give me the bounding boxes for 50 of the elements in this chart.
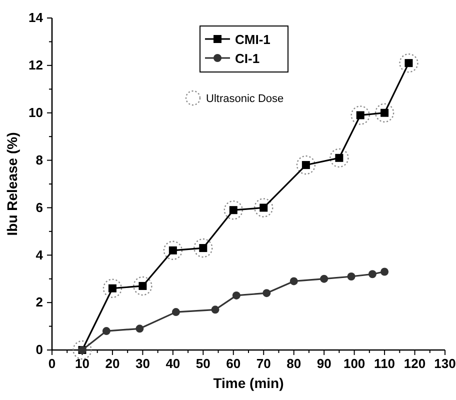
point (380, 268, 389, 276)
point (368, 270, 376, 278)
x-tick-label: 20 (105, 356, 120, 372)
point (72, 340, 92, 360)
y-axis-title: Ibu Release (%) (4, 132, 20, 236)
x-tick-label: 30 (135, 356, 150, 372)
y-tick-label: 10 (28, 105, 43, 120)
point (163, 240, 183, 260)
y-tick-label: 2 (36, 294, 43, 310)
point (320, 274, 328, 283)
point (136, 324, 144, 333)
point (290, 277, 298, 286)
legend-label: CI-1 (235, 51, 260, 66)
x-tick-label: 120 (404, 356, 426, 372)
point (262, 289, 271, 298)
y-tick-label: 0 (36, 342, 43, 358)
point (254, 198, 274, 218)
x-tick-label: 100 (343, 356, 366, 372)
point (330, 148, 349, 168)
point (296, 155, 316, 175)
x-tick-label: 90 (316, 356, 332, 372)
y-tick-label: 8 (36, 152, 43, 168)
point (374, 103, 394, 122)
x-tick-label: 130 (434, 356, 456, 372)
point (399, 53, 418, 73)
point (232, 291, 240, 300)
x-tick-label: 0 (48, 356, 56, 372)
point (350, 106, 370, 125)
point (194, 238, 213, 258)
point (347, 272, 356, 280)
legend-label: Ultrasonic Dose (206, 93, 284, 105)
y-tick-label: 4 (36, 247, 44, 262)
x-axis-title: Time (min) (213, 375, 284, 391)
x-tick-label: 10 (74, 356, 90, 372)
x-tick-label: 50 (196, 356, 210, 372)
x-tick-label: 80 (286, 356, 302, 372)
y-tick-label: 14 (28, 10, 44, 26)
x-tick-label: 40 (166, 356, 180, 372)
point (102, 278, 122, 298)
point (172, 308, 180, 316)
point (133, 276, 152, 296)
point (211, 306, 220, 314)
y-tick-label: 6 (36, 200, 43, 215)
x-tick-label: 70 (256, 356, 271, 372)
legend-label: CMI-1 (235, 32, 270, 47)
x-tick-label: 60 (226, 356, 241, 372)
x-tick-label: 110 (374, 356, 396, 372)
y-tick-label: 12 (28, 58, 43, 73)
point (224, 200, 243, 220)
point (102, 327, 110, 336)
